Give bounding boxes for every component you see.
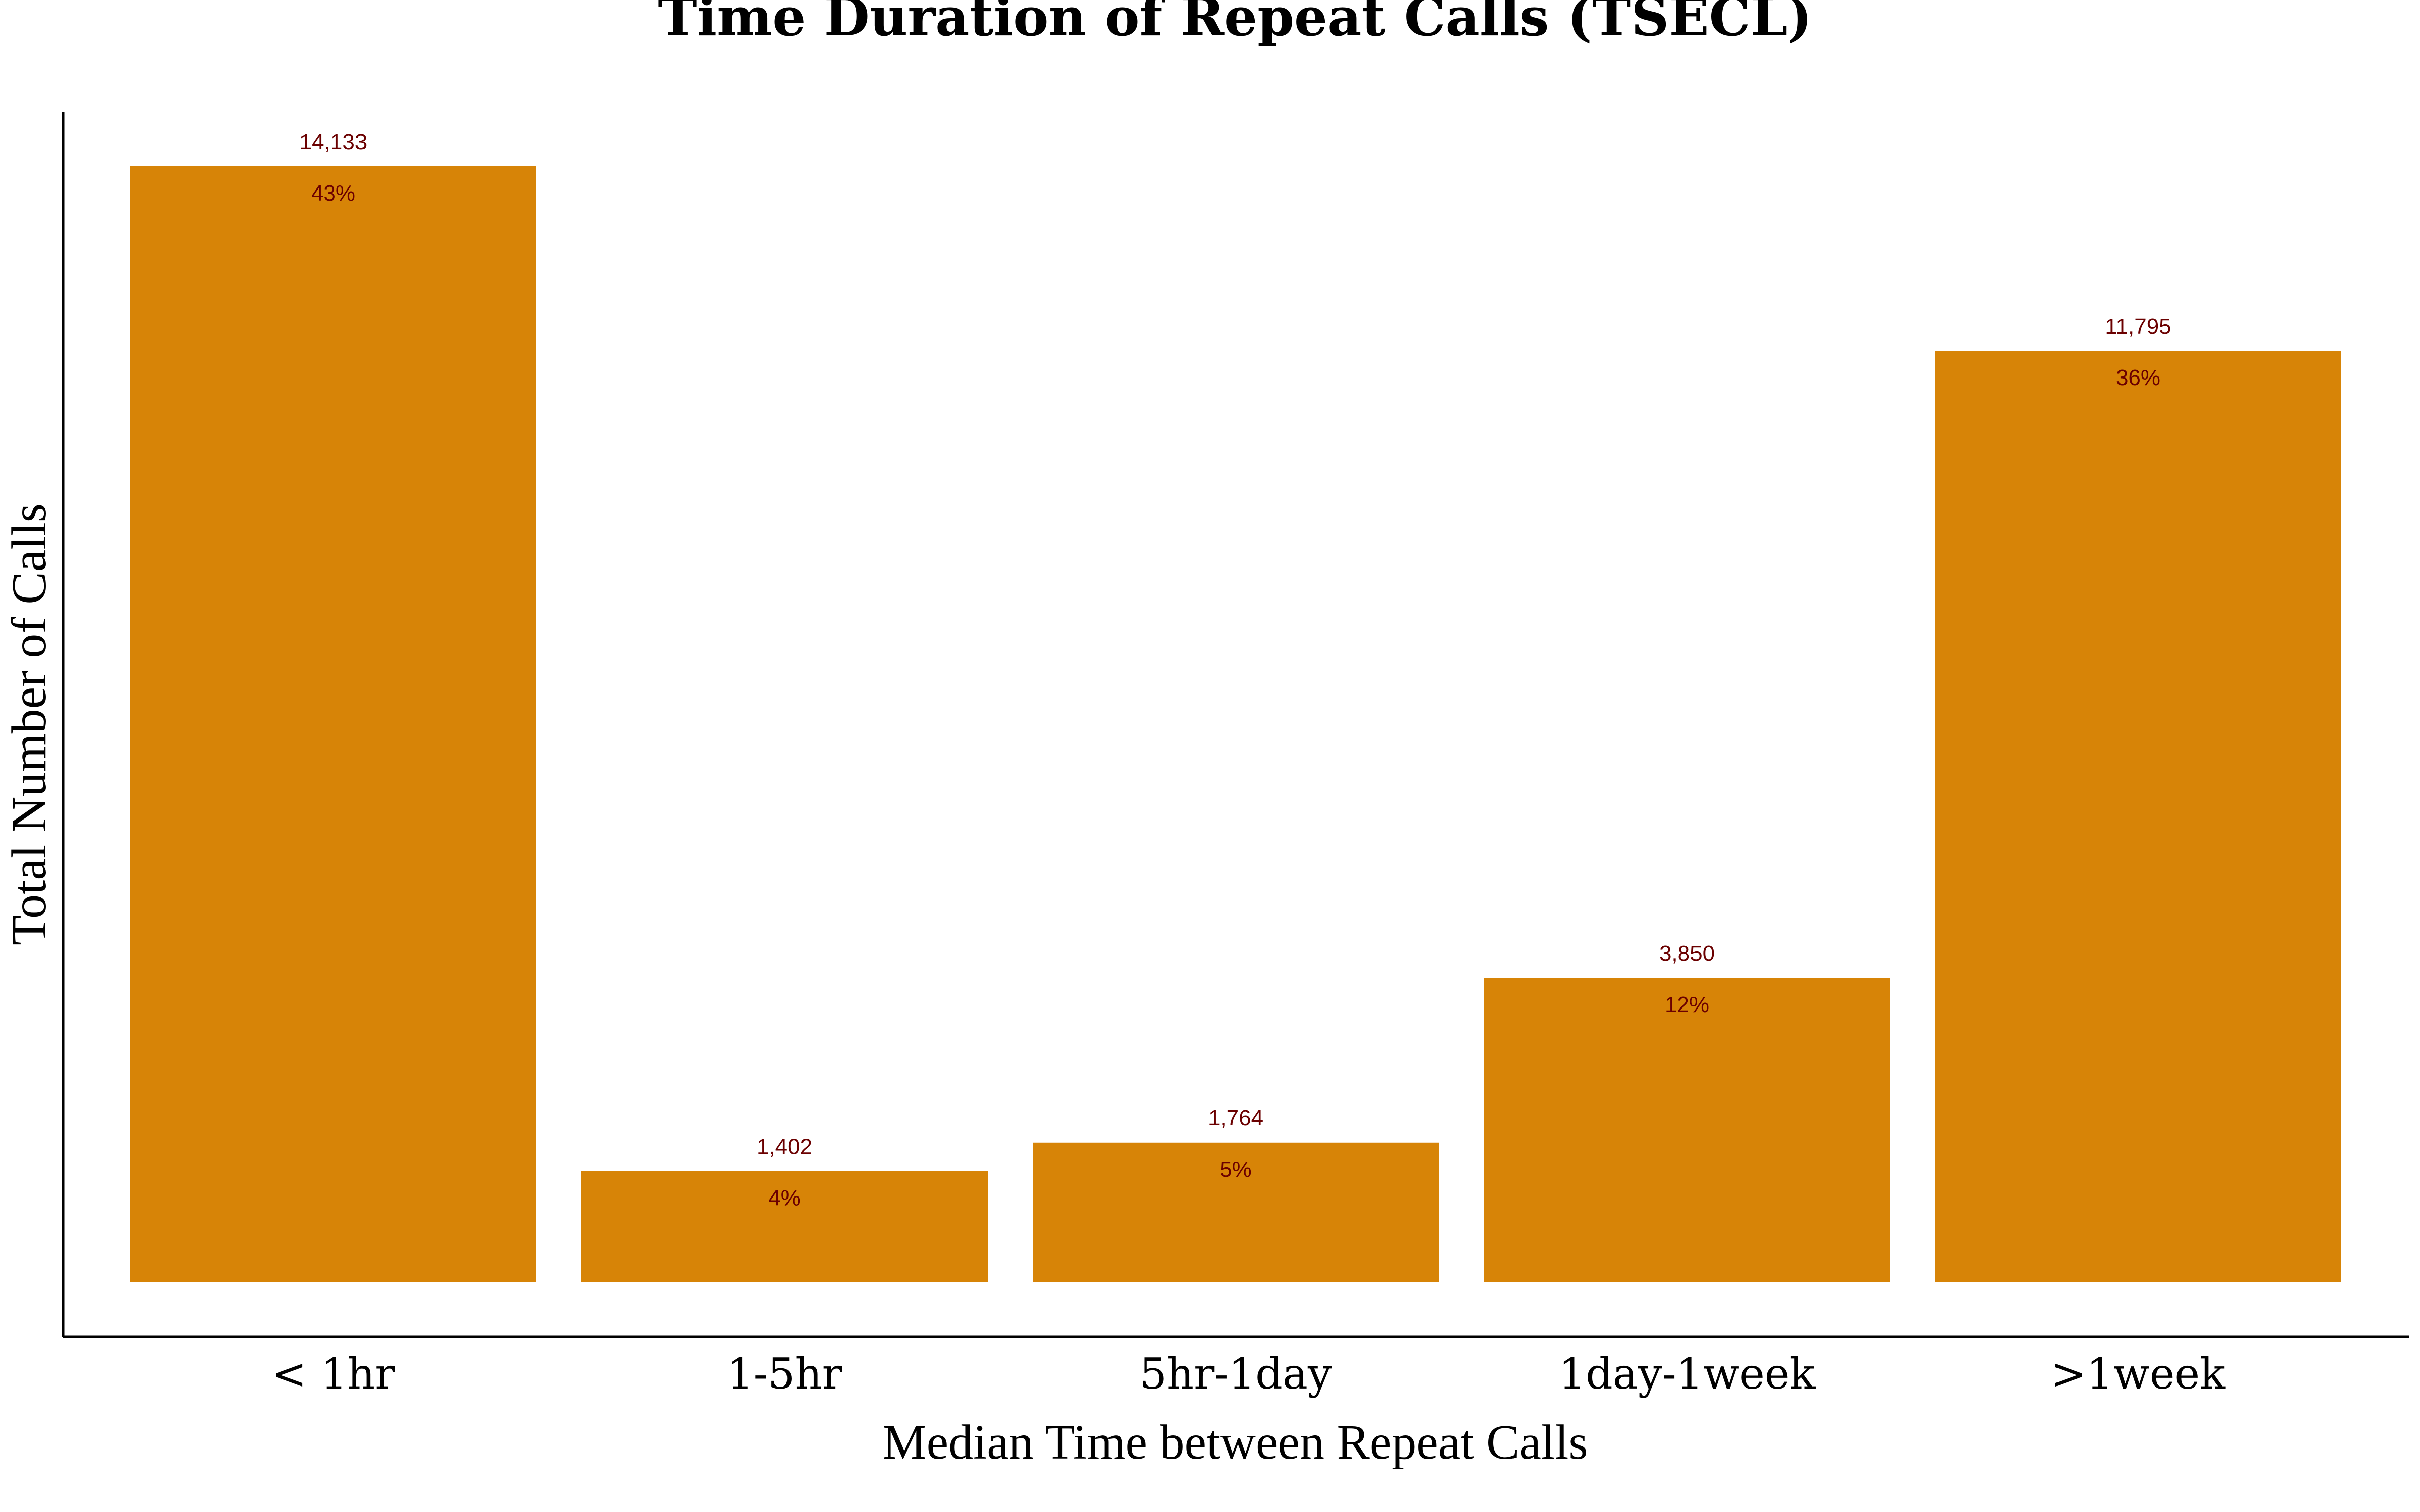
chart-title: Time Duration of Repeat Calls (TSECL): [658, 0, 1812, 48]
data-labels-group: 14,133 43% 1,402 4% 1,764 5% 3,850 12% 11,795 36%: [299, 130, 2171, 1210]
x-tick-label-4: >1week: [2051, 1349, 2226, 1399]
bar-3: [1484, 978, 1890, 1282]
x-tick-label-0: < 1hr: [272, 1349, 396, 1399]
value-label-1: 1,402: [757, 1134, 812, 1159]
x-tick-label-3: 1day-1week: [1559, 1349, 1816, 1399]
y-axis-title: Total Number of Calls: [2, 503, 56, 946]
x-axis-title: Median Time between Repeat Calls: [883, 1415, 1588, 1470]
bars-group: [130, 166, 2341, 1282]
x-tick-label-2: 5hr-1day: [1140, 1349, 1332, 1399]
x-tick-label-1: 1-5hr: [727, 1349, 842, 1399]
value-label-0: 14,133: [299, 130, 368, 154]
value-label-3: 3,850: [1659, 941, 1715, 966]
bar-1: [581, 1171, 988, 1282]
percent-label-3: 12%: [1665, 992, 1709, 1017]
x-tick-labels-group: < 1hr 1-5hr 5hr-1day 1day-1week >1week: [272, 1349, 2226, 1399]
value-label-4: 11,795: [2105, 314, 2171, 339]
bar-2: [1033, 1142, 1439, 1282]
bar-0: [130, 166, 536, 1282]
bar-4: [1935, 351, 2341, 1282]
percent-label-0: 43%: [311, 181, 355, 206]
percent-label-1: 4%: [768, 1185, 801, 1210]
percent-label-4: 36%: [2116, 365, 2160, 390]
percent-label-2: 5%: [1220, 1157, 1252, 1182]
value-label-2: 1,764: [1208, 1106, 1263, 1130]
